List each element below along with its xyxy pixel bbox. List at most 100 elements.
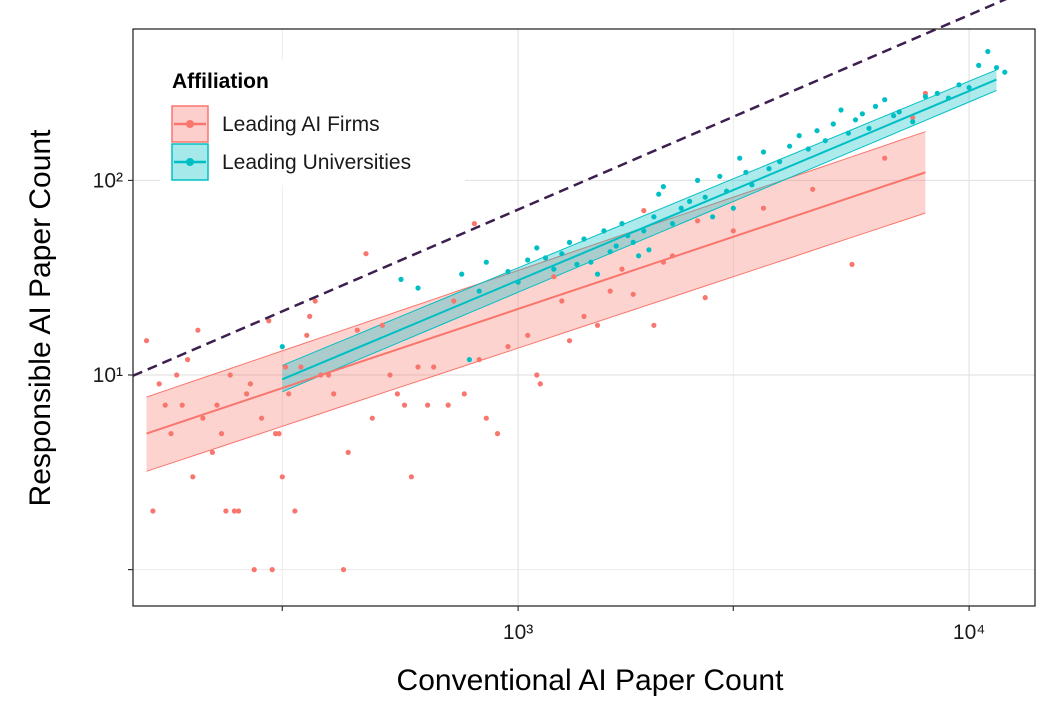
data-point bbox=[619, 266, 625, 272]
data-point bbox=[461, 391, 467, 397]
y-axis-title: Responsible AI Paper Count bbox=[24, 129, 57, 507]
data-point bbox=[669, 221, 676, 227]
data-point bbox=[227, 372, 233, 378]
data-point bbox=[976, 62, 982, 68]
data-point bbox=[619, 221, 625, 227]
data-point bbox=[646, 247, 652, 253]
data-point bbox=[345, 449, 351, 455]
data-point bbox=[814, 128, 820, 134]
data-point bbox=[588, 259, 594, 265]
fit-line-0 bbox=[146, 171, 926, 435]
data-point bbox=[276, 431, 282, 437]
data-point bbox=[209, 449, 215, 455]
data-point bbox=[398, 276, 404, 282]
data-point bbox=[613, 243, 619, 249]
ci-ribbon-0 bbox=[146, 131, 926, 472]
legend-label-firms: Leading AI Firms bbox=[222, 113, 380, 136]
data-point bbox=[331, 391, 337, 397]
data-point bbox=[566, 338, 573, 344]
data-point bbox=[760, 149, 767, 155]
y-tick-label: 10¹ bbox=[93, 364, 123, 387]
data-point bbox=[922, 93, 929, 100]
data-point bbox=[717, 173, 723, 179]
data-point bbox=[641, 228, 647, 234]
data-point bbox=[796, 133, 802, 139]
data-point bbox=[542, 255, 549, 261]
reference-line bbox=[132, 0, 1008, 377]
x-axis-title: Conventional AI Paper Count bbox=[397, 664, 785, 697]
data-point bbox=[195, 327, 201, 333]
data-point bbox=[882, 97, 888, 103]
data-point bbox=[259, 415, 265, 421]
data-point bbox=[651, 322, 657, 328]
data-point bbox=[852, 117, 859, 123]
data-point bbox=[534, 372, 540, 378]
data-point bbox=[223, 508, 229, 514]
data-point bbox=[425, 402, 431, 408]
data-point bbox=[247, 381, 253, 387]
data-point bbox=[966, 85, 972, 91]
data-point bbox=[601, 228, 607, 234]
data-point bbox=[641, 208, 647, 214]
data-point bbox=[651, 214, 657, 220]
data-point bbox=[910, 115, 916, 121]
data-point bbox=[494, 431, 501, 437]
data-point bbox=[710, 214, 716, 220]
data-point bbox=[431, 364, 437, 370]
data-point bbox=[866, 125, 872, 131]
data-point bbox=[282, 364, 289, 370]
legend: Affiliation Leading AI Firms Leading Uni… bbox=[160, 60, 465, 185]
x-tick-label: 10³ bbox=[503, 621, 533, 644]
data-points bbox=[143, 48, 1008, 573]
reference-line-group bbox=[132, 0, 1008, 377]
data-point bbox=[537, 381, 543, 387]
data-point bbox=[244, 391, 250, 397]
data-point bbox=[838, 107, 844, 113]
data-point bbox=[304, 332, 310, 338]
data-point bbox=[766, 166, 772, 172]
data-point bbox=[200, 415, 206, 421]
data-point bbox=[168, 431, 174, 437]
data-point bbox=[630, 291, 636, 297]
data-point bbox=[312, 298, 318, 304]
data-point bbox=[872, 103, 879, 109]
data-point bbox=[214, 402, 220, 408]
data-point bbox=[859, 111, 866, 117]
data-point bbox=[415, 364, 421, 370]
data-point bbox=[551, 274, 557, 280]
data-point bbox=[581, 236, 587, 242]
data-point bbox=[483, 415, 489, 421]
fit-line-1 bbox=[281, 78, 997, 381]
legend-label-universities: Leading Universities bbox=[222, 151, 411, 174]
ci-upper-edge-0 bbox=[146, 131, 926, 398]
data-point bbox=[525, 332, 531, 338]
data-point bbox=[787, 143, 793, 149]
data-point bbox=[896, 109, 902, 115]
data-point bbox=[702, 295, 708, 301]
data-point bbox=[678, 205, 684, 211]
data-point bbox=[251, 567, 257, 573]
data-point bbox=[279, 344, 285, 350]
data-point bbox=[143, 338, 150, 344]
data-point bbox=[743, 169, 749, 175]
panel-border bbox=[132, 28, 1036, 607]
data-point bbox=[445, 402, 451, 408]
data-point bbox=[150, 508, 156, 514]
data-point bbox=[777, 159, 783, 165]
data-point bbox=[354, 327, 360, 333]
data-point bbox=[730, 228, 736, 234]
ci-lower-edge-0 bbox=[146, 212, 926, 472]
ci-upper-edge-1 bbox=[282, 69, 997, 366]
data-point bbox=[822, 138, 828, 144]
data-point bbox=[218, 431, 225, 437]
data-point bbox=[286, 391, 292, 397]
data-point bbox=[236, 508, 242, 514]
data-point bbox=[695, 218, 701, 224]
data-point bbox=[830, 121, 836, 127]
data-point bbox=[687, 198, 693, 204]
data-point bbox=[185, 357, 191, 363]
data-point bbox=[298, 364, 304, 370]
data-point bbox=[162, 402, 168, 408]
data-point bbox=[231, 508, 237, 514]
data-point bbox=[505, 269, 511, 275]
